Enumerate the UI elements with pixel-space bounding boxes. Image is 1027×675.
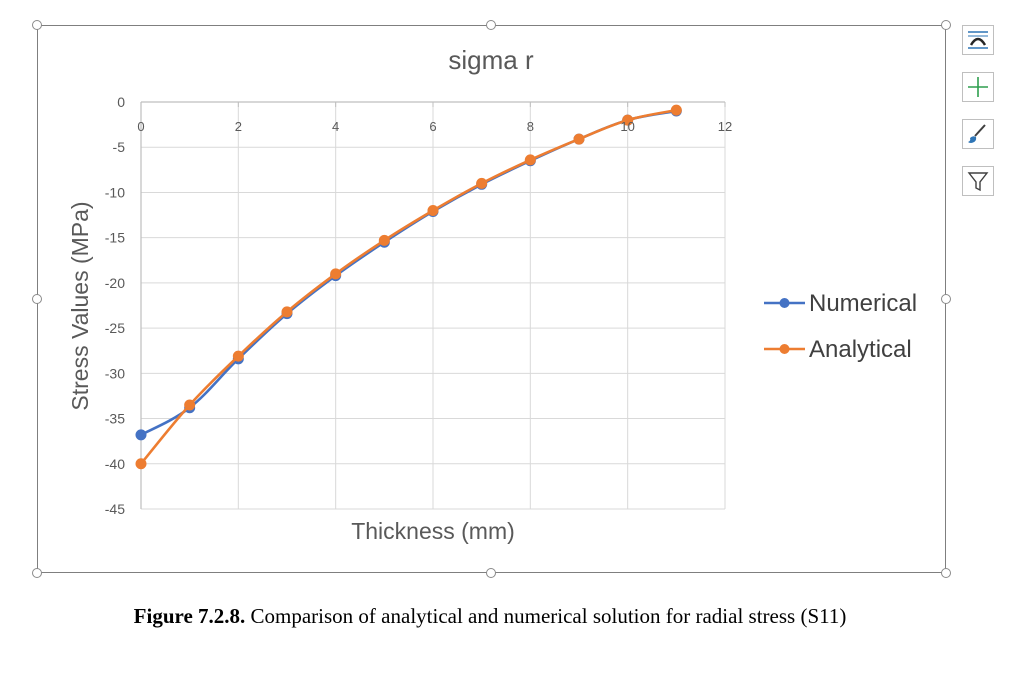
data-point[interactable] — [135, 458, 147, 470]
y-axis-title[interactable]: Stress Values (MPa) — [67, 201, 93, 410]
y-tick-label: -35 — [105, 411, 125, 427]
chart-filters-icon — [967, 172, 989, 192]
x-tick-label: 0 — [137, 119, 144, 134]
series-line[interactable] — [139, 108, 677, 465]
x-axis-title[interactable]: Thickness (mm) — [351, 518, 515, 544]
gridlines — [140, 101, 726, 510]
resize-handle-top-center[interactable] — [486, 20, 496, 30]
series-numerical[interactable] — [135, 105, 682, 441]
x-tick-label: 4 — [332, 119, 339, 134]
data-point[interactable] — [670, 104, 682, 116]
y-tick-label: -45 — [105, 501, 125, 517]
resize-handle-middle-left[interactable] — [32, 294, 42, 304]
tick-labels: 0 -5 -10 -15 -20 -25 -30 -35 -40 -45 0 2 4 6 8 10 12 — [105, 94, 732, 517]
chart-elements-button[interactable] — [962, 72, 994, 102]
figure-caption: Figure 7.2.8. Comparison of analytical a… — [0, 604, 980, 629]
x-tick-label: 12 — [718, 119, 732, 134]
y-tick-label: -5 — [113, 139, 126, 155]
x-tick-label: 2 — [235, 119, 242, 134]
figure-caption-label: Figure 7.2.8. — [133, 604, 246, 628]
legend[interactable]: Numerical Analytical — [764, 290, 917, 363]
chart-styles-button[interactable] — [962, 119, 994, 149]
series-line[interactable] — [140, 109, 677, 436]
legend-label: Numerical — [809, 290, 917, 317]
y-tick-label: -10 — [105, 184, 125, 200]
resize-handle-bottom-left[interactable] — [32, 568, 42, 578]
chart-elements-layout-icon — [968, 31, 988, 49]
figure-caption-text: Comparison of analytical and numerical s… — [245, 604, 847, 628]
data-point[interactable] — [135, 429, 147, 441]
axes — [140, 101, 726, 509]
x-tick-label: 8 — [527, 119, 534, 134]
resize-handle-top-left[interactable] — [32, 20, 42, 30]
legend-marker — [779, 344, 790, 354]
data-point[interactable] — [476, 177, 488, 189]
data-point[interactable] — [622, 114, 634, 126]
data-point[interactable] — [573, 133, 585, 145]
chart-title[interactable]: sigma r — [448, 45, 534, 75]
data-point[interactable] — [281, 306, 293, 318]
y-tick-label: -30 — [105, 365, 125, 381]
chart-styles-brush-icon — [968, 124, 986, 143]
chart-filters-button[interactable] — [962, 166, 994, 196]
y-tick-label: 0 — [117, 94, 125, 110]
legend-marker — [779, 298, 790, 308]
y-tick-label: -20 — [105, 275, 125, 291]
chart-elements-plus-icon — [968, 77, 988, 97]
y-tick-label: -15 — [105, 230, 125, 246]
resize-handle-bottom-center[interactable] — [486, 568, 496, 578]
y-tick-label: -40 — [105, 456, 125, 472]
series-analytical[interactable] — [135, 104, 682, 470]
series-layer — [135, 104, 682, 470]
x-tick-label: 6 — [429, 119, 436, 134]
data-point[interactable] — [330, 268, 342, 280]
chart-layout-button[interactable] — [962, 25, 994, 55]
data-point[interactable] — [524, 154, 536, 166]
legend-item-analytical[interactable]: Analytical — [764, 336, 912, 363]
resize-handle-top-right[interactable] — [941, 20, 951, 30]
data-point[interactable] — [427, 205, 439, 217]
y-tick-label: -25 — [105, 320, 125, 336]
legend-item-numerical[interactable]: Numerical — [764, 290, 917, 317]
x-tick-label: 10 — [620, 119, 634, 134]
resize-handle-middle-right[interactable] — [941, 294, 951, 304]
legend-label: Analytical — [809, 336, 912, 363]
data-point[interactable] — [378, 234, 390, 246]
resize-handle-bottom-right[interactable] — [941, 568, 951, 578]
data-point[interactable] — [232, 350, 244, 362]
data-point[interactable] — [184, 399, 196, 411]
